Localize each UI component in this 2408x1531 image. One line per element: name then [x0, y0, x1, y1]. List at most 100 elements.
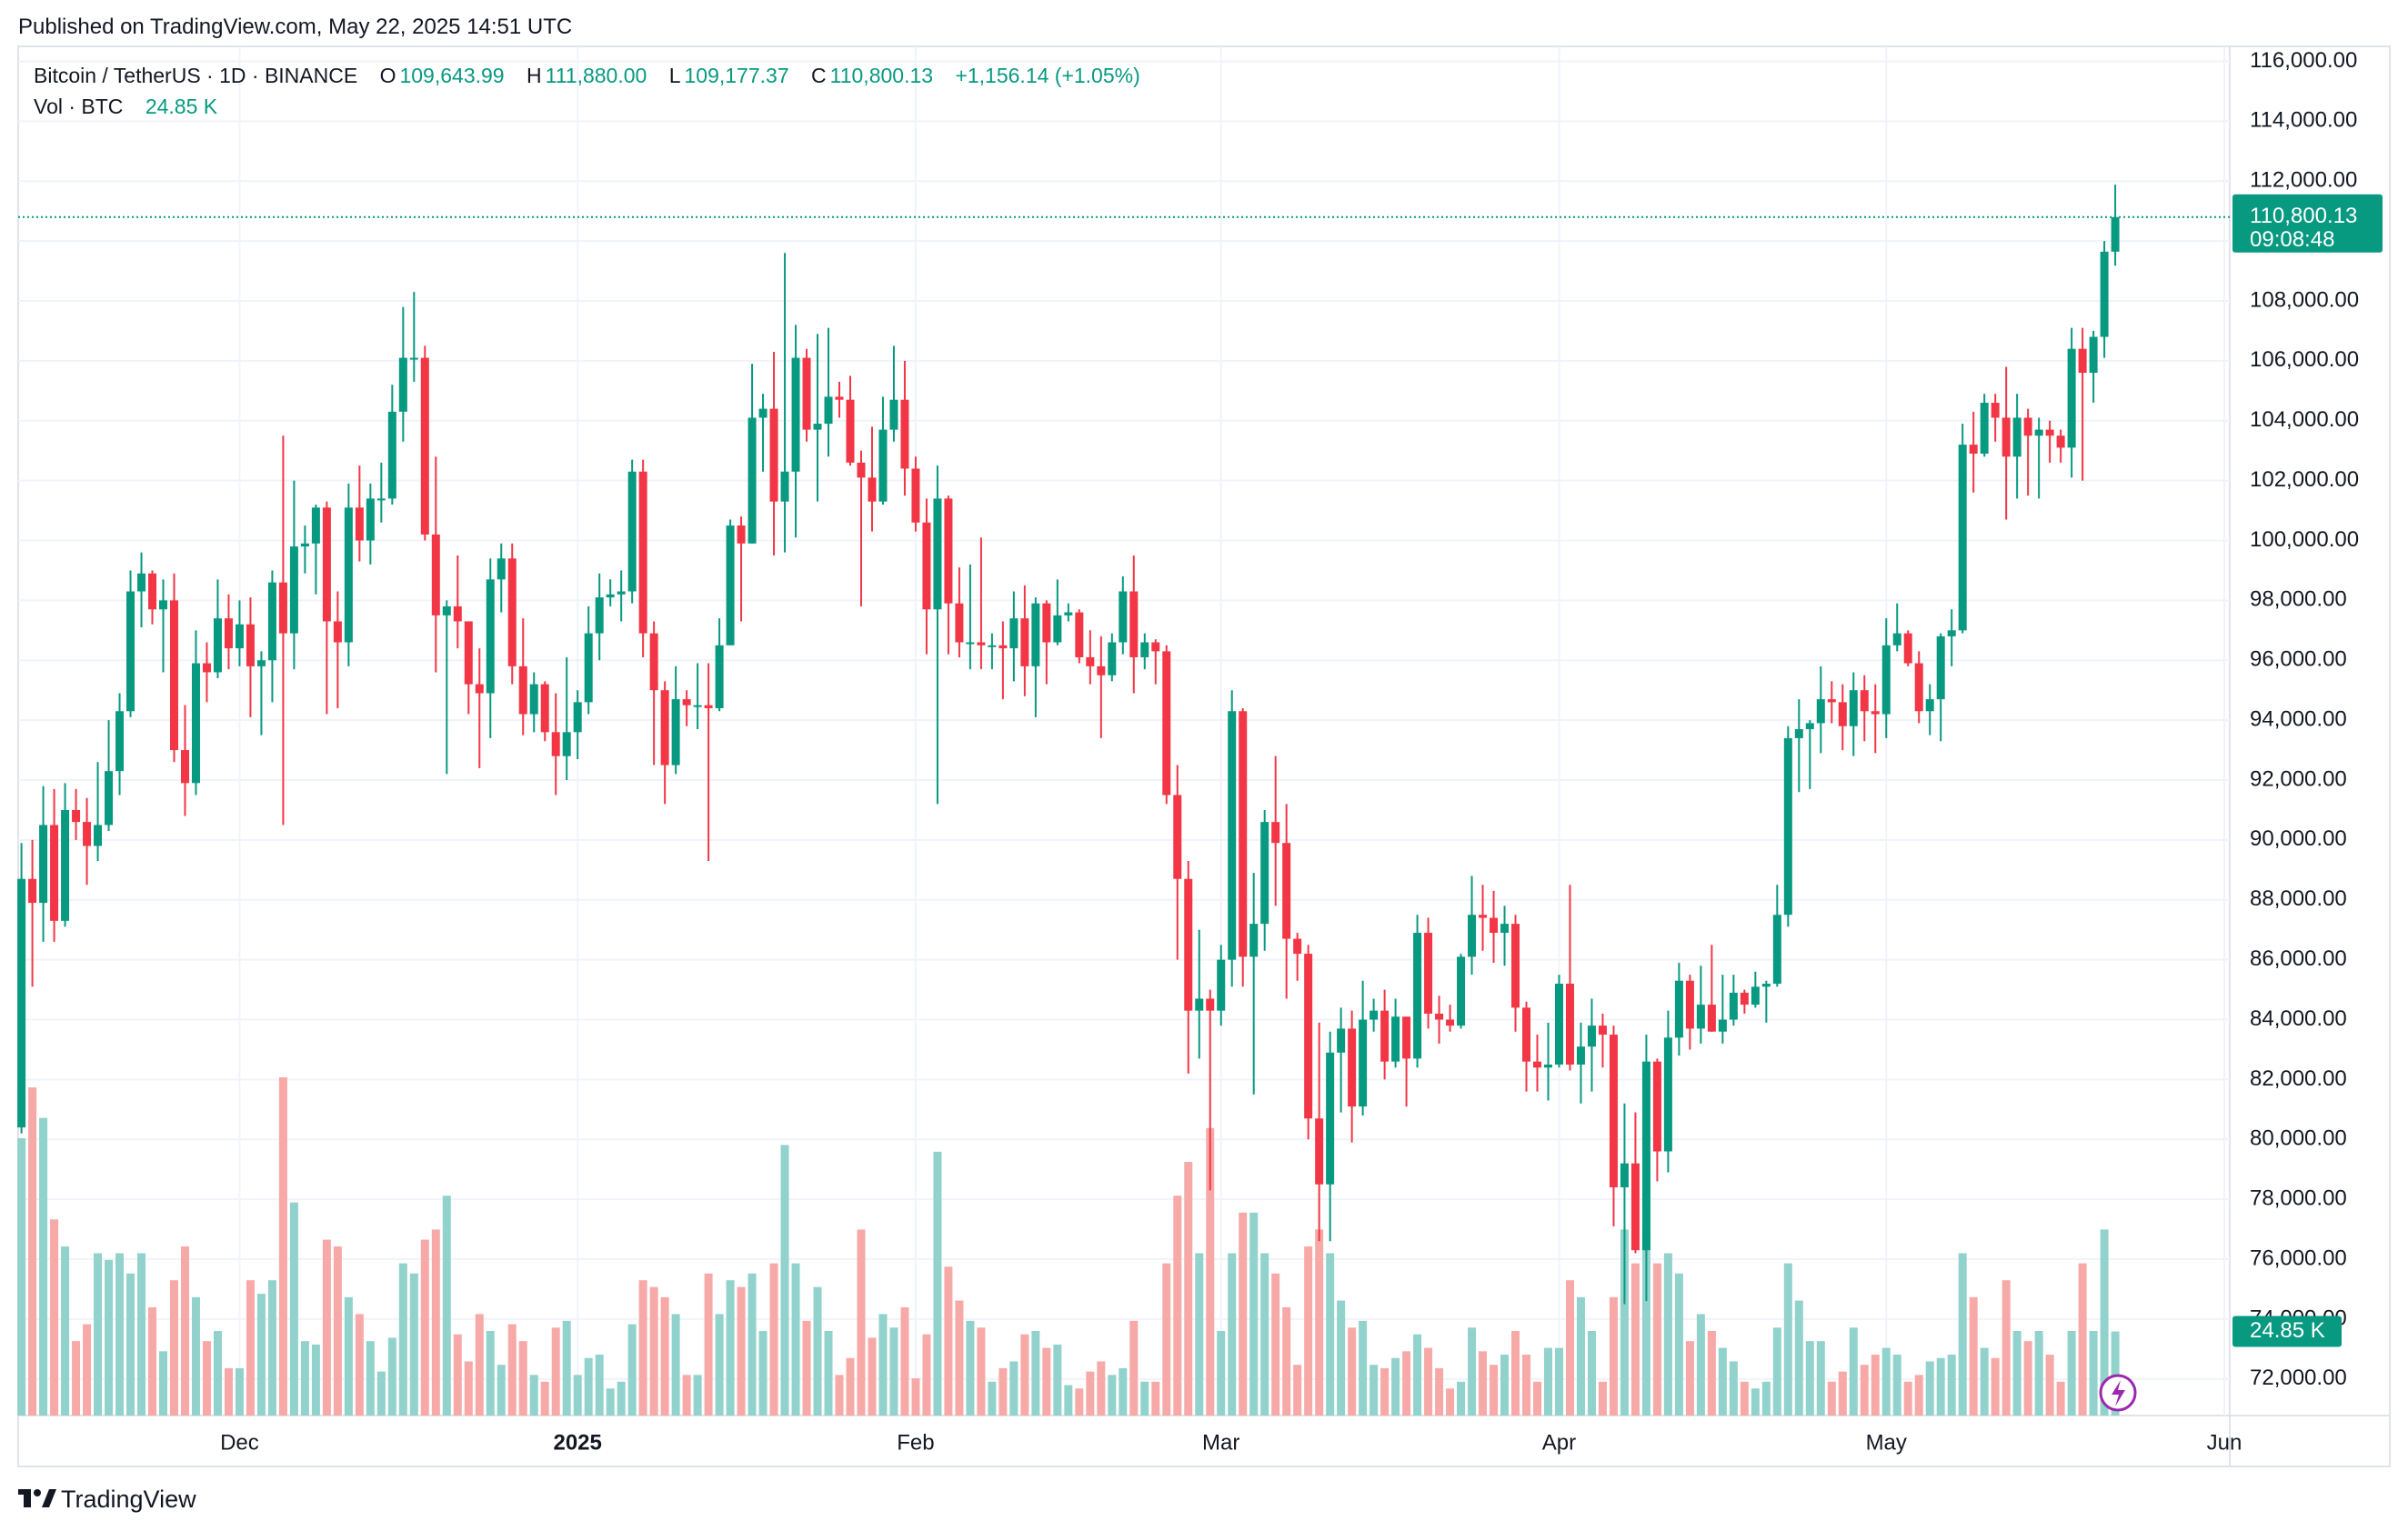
volume-bar: [1881, 1347, 1891, 1416]
volume-bar: [1849, 1327, 1858, 1416]
volume-bar: [267, 1280, 276, 1416]
candle-body: [1424, 933, 1433, 1014]
candle-body: [2012, 417, 2022, 457]
volume-bar: [1522, 1355, 1531, 1416]
candle-body: [1249, 924, 1259, 957]
volume-bar: [1348, 1327, 1357, 1416]
volume-bar: [1031, 1331, 1040, 1416]
volume-bar: [366, 1341, 375, 1416]
volume-bar: [1663, 1253, 1672, 1416]
candle-body: [115, 711, 125, 772]
volume-bar: [857, 1229, 866, 1416]
candle-body: [1598, 1026, 1607, 1036]
candle-body: [105, 771, 114, 826]
candle-body: [1543, 1064, 1552, 1068]
candle-body: [431, 534, 440, 615]
candle-body: [1849, 690, 1858, 726]
volume-bar: [1936, 1357, 1945, 1416]
volume-bar: [1424, 1347, 1433, 1416]
volume-bar: [224, 1367, 233, 1416]
volume-bar: [1871, 1355, 1880, 1416]
candle-body: [61, 809, 70, 921]
candle-body: [1630, 1163, 1640, 1251]
volume-bar: [137, 1253, 146, 1416]
volume-bar: [1293, 1365, 1302, 1416]
candle-body: [1674, 980, 1683, 1038]
candle-body: [1500, 924, 1510, 934]
candle-body: [922, 522, 931, 610]
volume-bar: [1162, 1263, 1171, 1416]
volume-bar: [2089, 1331, 2098, 1416]
y-tick-label: 114,000.00: [2250, 108, 2357, 133]
candle-body: [2045, 429, 2054, 436]
volume-bar: [1729, 1361, 1738, 1416]
volume-bar: [1009, 1361, 1018, 1416]
volume-bar: [1206, 1127, 1215, 1416]
candle-body: [1903, 633, 1912, 664]
volume-bar: [1838, 1371, 1847, 1416]
candle-body: [1173, 795, 1182, 879]
candle-body: [540, 684, 549, 733]
candle-body: [289, 546, 298, 634]
volume-bar: [300, 1341, 309, 1416]
volume-bar: [1326, 1253, 1335, 1416]
volume-bar: [1304, 1246, 1313, 1416]
candle-body: [737, 525, 746, 544]
candle-body: [1490, 917, 1499, 934]
volume-bar: [627, 1324, 637, 1416]
grid: 72,000.0074,000.0076,000.0078,000.0080,0…: [18, 46, 2359, 1455]
candle-body: [1522, 1007, 1531, 1062]
candle-body: [584, 633, 593, 703]
volume-title: Vol · BTC: [34, 95, 124, 118]
volume-bar: [1969, 1296, 1978, 1416]
volume-bar: [1772, 1327, 1781, 1416]
volume-bar: [562, 1320, 571, 1416]
legend-key: O: [379, 64, 396, 87]
legend-key: C: [811, 64, 827, 87]
candle-body: [1718, 1019, 1727, 1032]
volume-bar: [1674, 1273, 1683, 1416]
volume-bar: [671, 1314, 680, 1416]
candle-body: [355, 507, 364, 541]
volume-bar: [322, 1239, 331, 1416]
candle-body: [1326, 1052, 1335, 1185]
candle-body: [1260, 822, 1269, 925]
candle-body: [1348, 1028, 1357, 1107]
volume-bar: [1413, 1334, 1422, 1416]
candle-body: [1587, 1026, 1596, 1047]
volume-bar: [1075, 1388, 1084, 1416]
volume-bar: [769, 1263, 778, 1416]
candle-body: [28, 878, 37, 904]
candle-body: [1816, 699, 1825, 724]
candle-body: [660, 690, 669, 766]
x-tick-label: Mar: [1202, 1430, 1239, 1455]
candle-body: [682, 699, 691, 705]
volume-bar: [2078, 1263, 2087, 1416]
legend-key: L: [668, 64, 681, 87]
volume-bar: [1119, 1367, 1128, 1416]
volume-bar: [1184, 1162, 1193, 1416]
volume-bar: [376, 1371, 386, 1416]
candle-body: [2078, 348, 2087, 374]
volume-bar: [2100, 1229, 2109, 1416]
volume-bar: [94, 1253, 103, 1416]
candle-body: [846, 399, 855, 463]
candle-body: [398, 357, 407, 412]
candle-body: [2067, 348, 2076, 448]
volume-bar: [50, 1219, 59, 1416]
y-tick-label: 98,000.00: [2250, 587, 2347, 612]
candle-body: [420, 357, 429, 535]
y-tick-label: 96,000.00: [2250, 647, 2347, 672]
candle-body: [627, 471, 637, 592]
candle-body: [497, 558, 506, 580]
candle-body: [1609, 1035, 1618, 1187]
candles: [17, 185, 2120, 1305]
candle-body: [376, 498, 386, 501]
candle-body: [1217, 959, 1226, 1011]
candle-body: [955, 603, 964, 643]
volume-bar: [1860, 1365, 1869, 1416]
candle-body: [1805, 723, 1814, 730]
volume-bar: [1315, 1229, 1324, 1416]
candle-body: [1761, 984, 1771, 987]
candle-body: [1696, 1005, 1705, 1029]
